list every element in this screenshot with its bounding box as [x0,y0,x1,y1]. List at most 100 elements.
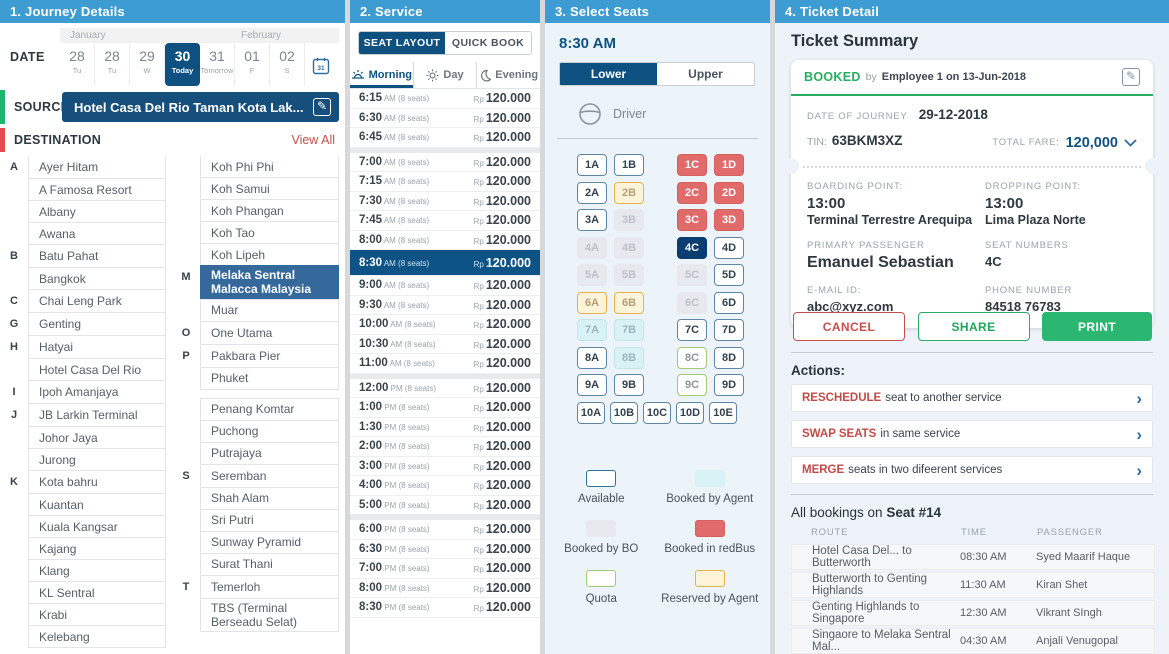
tab-morning[interactable]: Morning [350,62,414,88]
seat-9d[interactable]: 9D [714,374,744,396]
seat-7b[interactable]: 7B [614,319,644,341]
destination-item[interactable]: Krabi [28,603,166,626]
destination-item[interactable]: Genting [28,312,166,336]
date-cell[interactable]: 31 Tomorrow [200,43,235,86]
destination-item[interactable]: Kelebang [28,625,166,648]
destination-item[interactable]: JB Larkin Terminal [28,403,166,427]
service-time-row[interactable]: 1:00 PM (8 seats) Rp 120.000 [350,398,540,418]
seat-7a[interactable]: 7A [577,319,607,341]
seat-3b[interactable]: 3B [614,209,644,231]
destination-item[interactable]: Pakbara Pier [200,343,339,368]
date-cell[interactable]: 01 F [235,43,270,86]
service-time-row[interactable]: 6:30 AM (8 seats) Rp 120.000 [350,108,540,128]
seat-8c[interactable]: 8C [677,346,707,369]
seat-4c[interactable]: 4C [677,236,707,259]
destination-item[interactable]: Kota bahru [28,470,166,494]
date-cell[interactable]: 30 Today [165,43,200,86]
seat-1c[interactable]: 1C [677,154,707,176]
service-time-row[interactable]: 7:00 AM (8 seats) Rp 120.000 [350,152,540,172]
calendar-button[interactable]: 31 [305,44,337,87]
seat-10d[interactable]: 10D [676,401,704,424]
destination-item[interactable]: Melaka Sentral Malacca Malaysia [200,265,339,300]
destination-item[interactable]: Putrajaya [200,441,339,465]
date-cell[interactable]: 02 S [270,43,305,86]
seat-5c[interactable]: 5C [677,264,707,286]
destination-item[interactable]: Chai Leng Park [28,289,166,313]
action-row[interactable]: MERGE seats in two difeerent services › [791,456,1153,484]
seat-5d[interactable]: 5D [714,264,744,286]
seat-2c[interactable]: 2C [677,181,707,204]
date-cell[interactable]: 28 Tu [60,43,95,86]
seat-8a[interactable]: 8A [577,346,607,369]
service-time-row[interactable]: 7:15 AM (8 seats) Rp 120.000 [350,172,540,192]
tab-day[interactable]: Day [414,62,478,88]
service-time-row[interactable]: 6:00 PM (8 seats) Rp 120.000 [350,520,540,540]
seat-10b[interactable]: 10B [610,401,638,424]
seat-3c[interactable]: 3C [677,209,707,231]
tab-quick-book[interactable]: QUICK BOOK [445,32,531,54]
destination-item[interactable]: Kajang [28,537,166,560]
destination-item[interactable]: Klang [28,559,166,582]
seat-9b[interactable]: 9B [614,374,644,396]
ticket-edit-icon[interactable]: ✎ [1122,68,1140,86]
destination-item[interactable]: Awana [28,222,166,245]
destination-item[interactable]: Batu Pahat [28,244,166,268]
destination-item[interactable]: Sunway Pyramid [200,530,339,554]
destination-item[interactable]: Puchong [200,419,339,443]
destination-item[interactable]: A Famosa Resort [28,178,166,201]
seat-2d[interactable]: 2D [714,181,744,204]
destination-item[interactable]: Phuket [200,366,339,390]
destination-item[interactable]: Johor Jaya [28,426,166,449]
service-time-row[interactable]: 10:00 AM (8 seats) Rp 120.000 [350,315,540,335]
share-button[interactable]: SHARE [917,312,1030,341]
seat-6d[interactable]: 6D [714,291,744,314]
service-time-row[interactable]: 7:00 PM (8 seats) Rp 120.000 [350,559,540,579]
seat-3d[interactable]: 3D [714,209,744,231]
destination-item[interactable]: Koh Lipeh [200,243,339,266]
seat-8b[interactable]: 8B [614,346,644,369]
seat-10a[interactable]: 10A [577,401,605,424]
destination-item[interactable]: Kuala Kangsar [28,515,166,538]
tab-evening[interactable]: Evening [477,62,540,88]
seat-3a[interactable]: 3A [577,209,607,231]
service-time-row[interactable]: 4:00 PM (8 seats) Rp 120.000 [350,476,540,496]
destination-item[interactable]: Albany [28,200,166,223]
seat-1b[interactable]: 1B [614,154,644,176]
tab-lower-deck[interactable]: Lower [560,63,657,85]
seat-4d[interactable]: 4D [714,236,744,259]
service-time-row[interactable]: 11:00 AM (8 seats) Rp 120.000 [350,354,540,374]
service-time-row[interactable]: 5:00 PM (8 seats) Rp 120.000 [350,495,540,515]
destination-item[interactable]: Seremban [200,463,339,488]
tab-seat-layout[interactable]: SEAT LAYOUT [359,32,445,54]
seat-6a[interactable]: 6A [577,291,607,314]
destination-item[interactable]: Bangkok [28,267,166,290]
destination-item[interactable]: Sri Putri [200,508,339,532]
source-edit-icon[interactable]: ✎ [313,98,331,116]
seat-7d[interactable]: 7D [714,319,744,341]
seat-9a[interactable]: 9A [577,374,607,396]
destination-item[interactable]: TBS (Terminal Berseadu Selat) [200,597,339,632]
destination-item[interactable]: Temerloh [200,574,339,599]
tab-upper-deck[interactable]: Upper [688,67,723,81]
destination-item[interactable]: Surat Thani [200,552,339,576]
destination-item[interactable]: Kuantan [28,493,166,516]
cancel-button[interactable]: CANCEL [793,312,905,341]
destination-item[interactable]: Hatyai [28,335,166,359]
service-time-row[interactable]: 2:00 PM (8 seats) Rp 120.000 [350,437,540,457]
view-all-link[interactable]: View All [291,133,335,147]
destination-item[interactable]: KL Sentral [28,581,166,604]
seat-10c[interactable]: 10C [643,401,671,424]
seat-2a[interactable]: 2A [577,181,607,204]
action-row[interactable]: RESCHEDULE seat to another service › [791,384,1153,412]
service-time-row[interactable]: 8:00 PM (8 seats) Rp 120.000 [350,578,540,598]
service-time-row[interactable]: 6:30 PM (8 seats) Rp 120.000 [350,539,540,559]
seat-6c[interactable]: 6C [677,291,707,314]
destination-item[interactable]: Ipoh Amanjaya [28,380,166,404]
destination-item[interactable]: Koh Tao [200,221,339,244]
destination-item[interactable]: Penang Komtar [200,397,339,421]
service-time-row[interactable]: 3:00 PM (8 seats) Rp 120.000 [350,456,540,476]
service-time-row[interactable]: 8:00 AM (8 seats) Rp 120.000 [350,230,540,250]
seat-7c[interactable]: 7C [677,319,707,341]
destination-item[interactable]: Ayer Hitam [28,156,166,179]
date-cell[interactable]: 28 Tu [95,43,130,86]
